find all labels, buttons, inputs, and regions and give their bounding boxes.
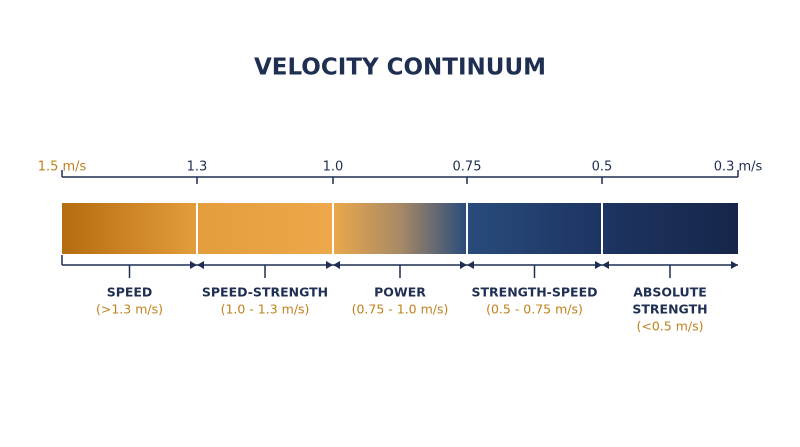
arrowhead	[190, 261, 197, 269]
tick-label: 0.5	[592, 160, 613, 175]
arrowhead	[333, 261, 340, 269]
tick-label: 1.0	[323, 160, 344, 175]
zone-range: (>1.3 m/s)	[96, 302, 163, 317]
arrowhead	[467, 261, 474, 269]
zone-name: ABSOLUTE	[633, 285, 707, 300]
zone-name: POWER	[374, 285, 426, 300]
zone-name: STRENGTH-SPEED	[472, 285, 598, 300]
arrowhead	[602, 261, 609, 269]
continuum-bar	[62, 203, 738, 254]
zone-range: (0.75 - 1.0 m/s)	[352, 302, 449, 317]
zone-name: SPEED-STRENGTH	[202, 285, 328, 300]
title: VELOCITY CONTINUUM	[254, 55, 546, 81]
zone-range: (<0.5 m/s)	[637, 319, 704, 334]
zone-range: (0.5 - 0.75 m/s)	[486, 302, 583, 317]
zone-name: SPEED	[107, 285, 153, 300]
zone-name: STRENGTH	[632, 302, 707, 317]
tick-label: 1.5 m/s	[38, 160, 87, 175]
arrowhead	[595, 261, 602, 269]
arrowhead	[197, 261, 204, 269]
tick-label: 0.75	[453, 160, 482, 175]
arrowhead	[731, 261, 738, 269]
arrowhead	[460, 261, 467, 269]
tick-label: 0.3 m/s	[714, 160, 763, 175]
arrowhead	[326, 261, 333, 269]
tick-label: 1.3	[187, 160, 208, 175]
zone-range: (1.0 - 1.3 m/s)	[221, 302, 310, 317]
